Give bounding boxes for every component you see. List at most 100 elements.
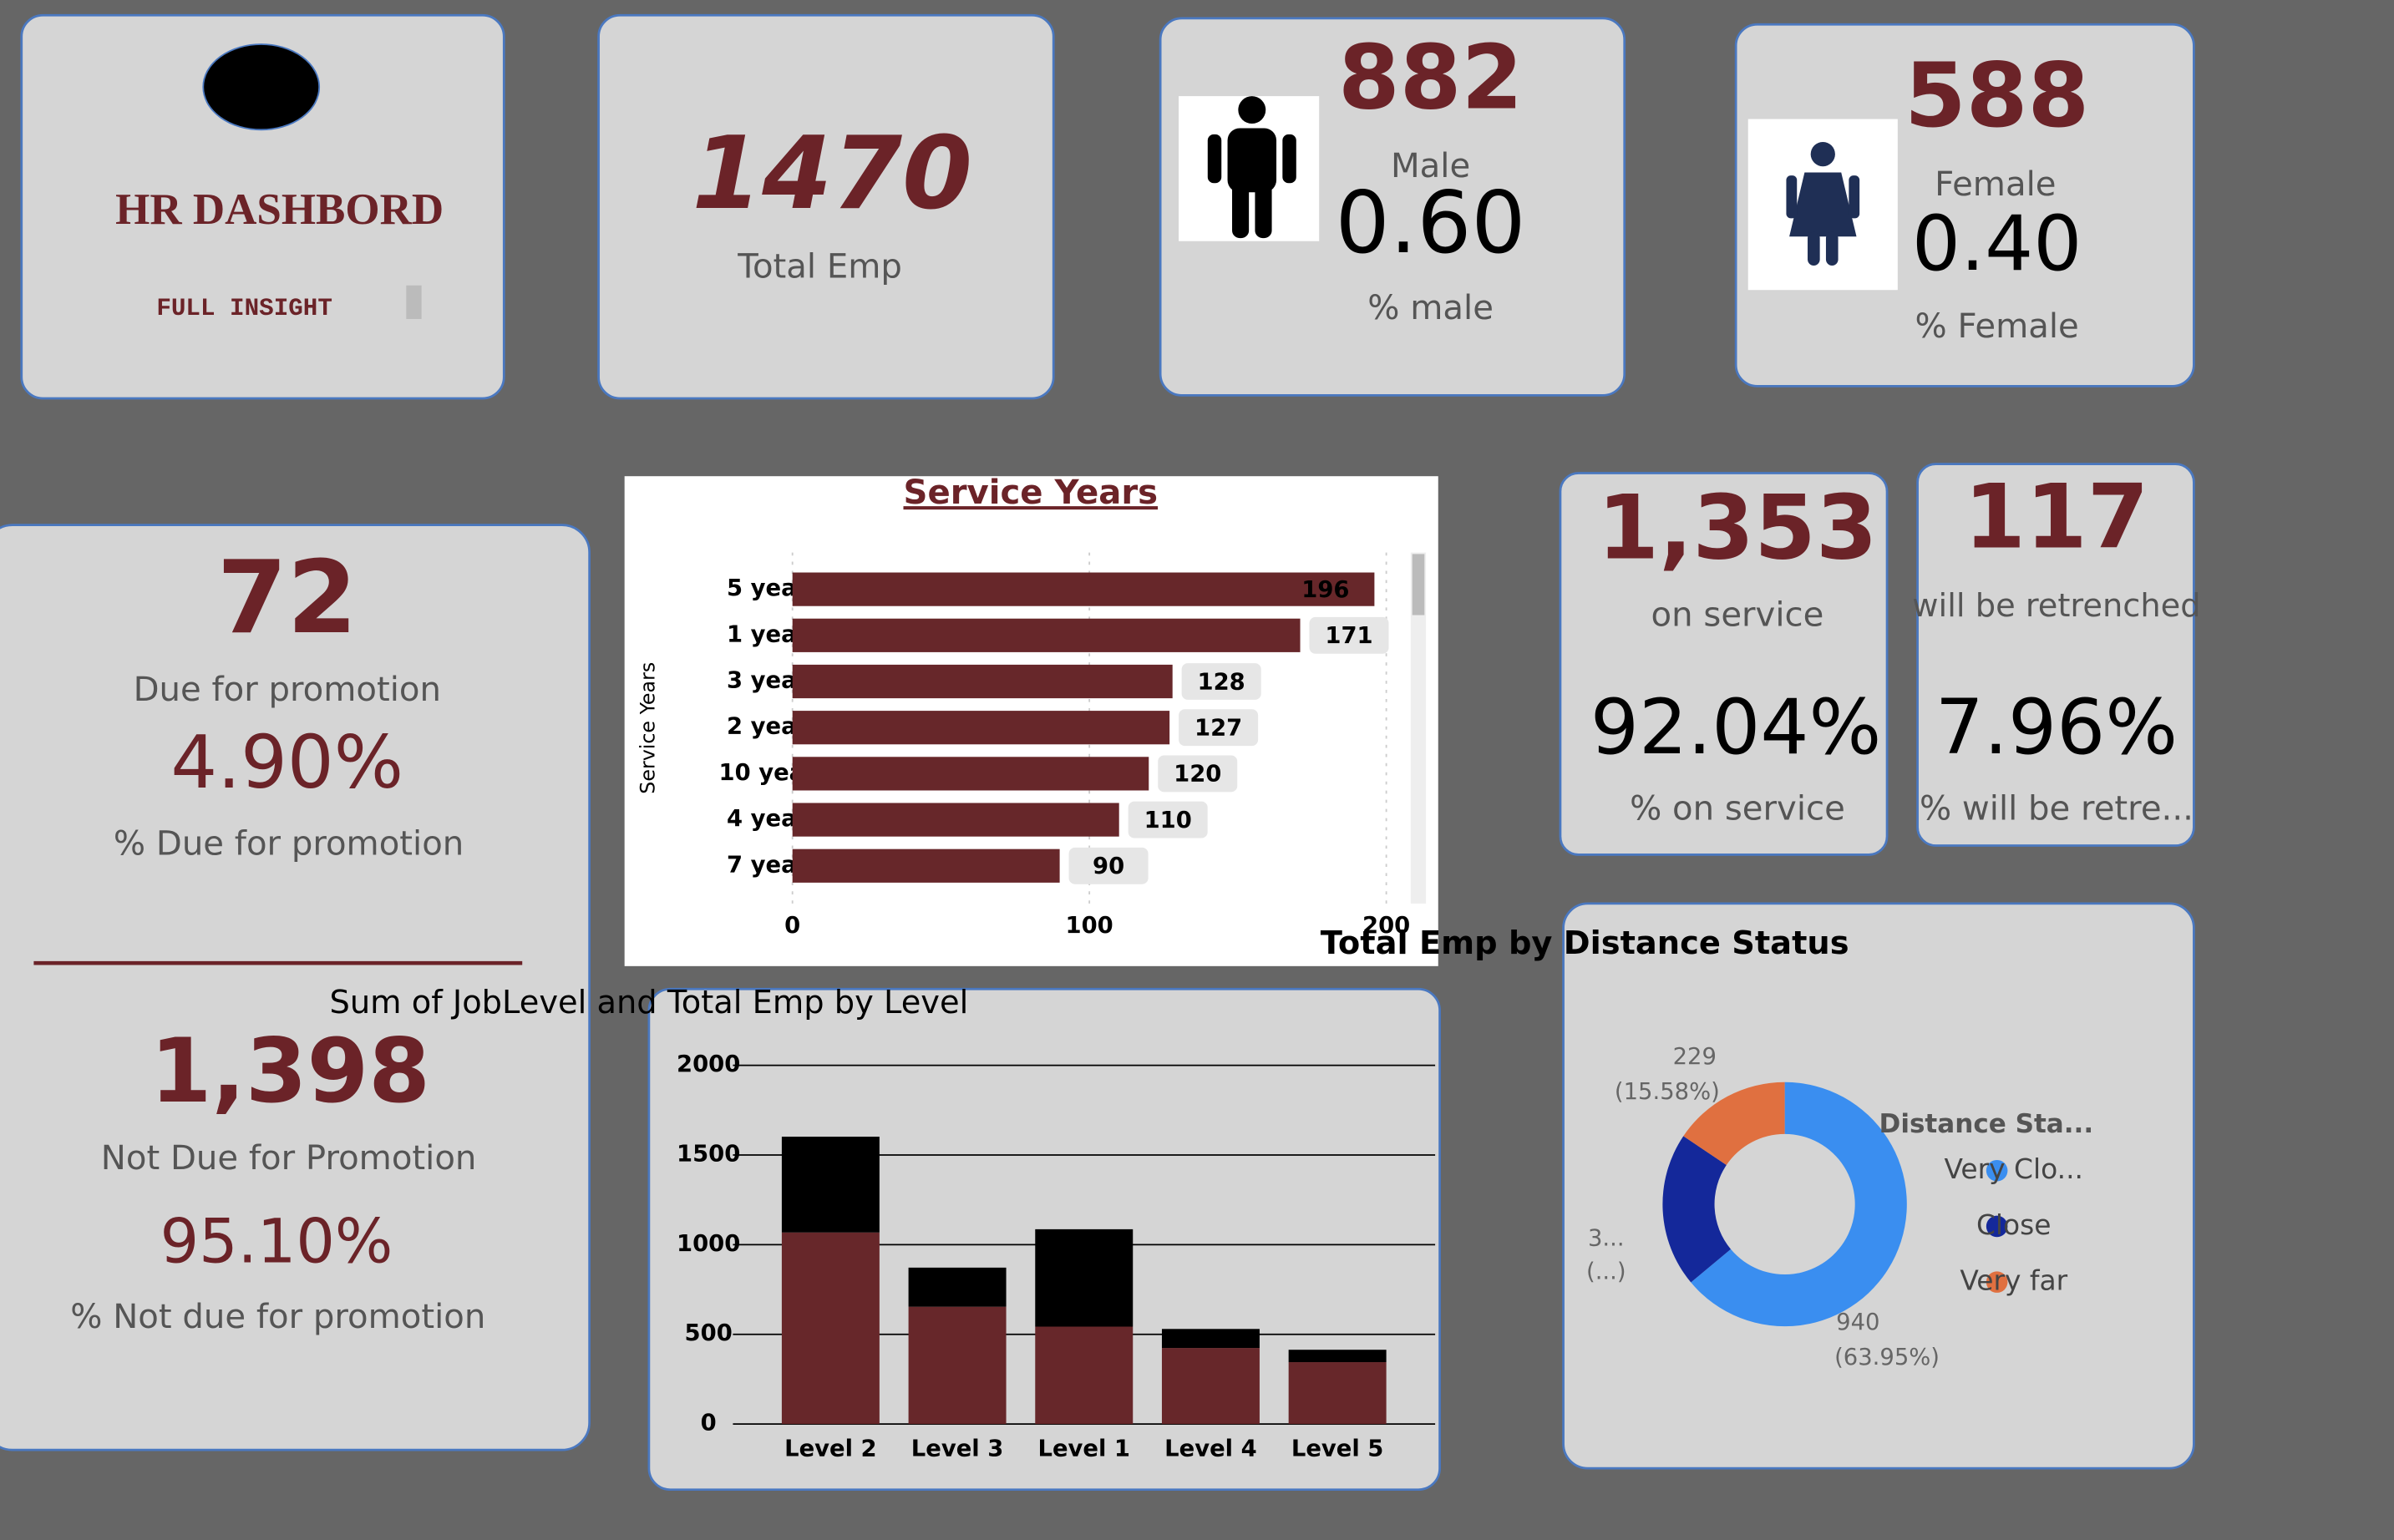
title: HR DASHBORD xyxy=(115,185,444,234)
data-label: 196 xyxy=(1301,577,1349,603)
y-tick-label: 1000 xyxy=(677,1231,740,1257)
chart-title: Total Emp by Distance Status xyxy=(1321,925,1849,962)
x-tick-label: Level 1 xyxy=(1038,1436,1131,1462)
bar xyxy=(792,711,1170,745)
label-bg xyxy=(1181,663,1261,700)
kpi-label: Female xyxy=(1935,165,2056,204)
card xyxy=(597,13,1055,400)
legend-swatch xyxy=(1986,1215,2008,1238)
kpi-label: Male xyxy=(1391,147,1470,185)
bar xyxy=(792,664,1173,699)
bar xyxy=(792,757,1149,791)
x-tick-label: Level 3 xyxy=(911,1436,1004,1462)
data-label: 229 xyxy=(1673,1044,1717,1070)
card xyxy=(1559,472,1889,856)
logo xyxy=(202,43,321,131)
bar-segment xyxy=(1035,1326,1134,1425)
chart-title: Service Years xyxy=(904,474,1159,512)
y-tick-label: 2000 xyxy=(677,1051,740,1077)
kpi-label: % Due for promotion xyxy=(114,824,464,863)
data-label: 940 xyxy=(1836,1310,1879,1335)
kpi-label: will be retrenched xyxy=(1912,587,2200,625)
scrollbar xyxy=(1410,552,1427,904)
male-icon xyxy=(1207,96,1296,239)
chart-title: Sum of JobLevel and Total Emp by Level xyxy=(330,984,969,1021)
subtitle: FULL INSIGHT xyxy=(156,295,332,322)
label-bg xyxy=(1068,847,1149,884)
legend-swatch xyxy=(1986,1159,2008,1182)
legend-swatch xyxy=(1986,1271,2008,1293)
bar-segment xyxy=(1161,1348,1260,1425)
kpi-pct: 4.90% xyxy=(170,720,403,805)
data-label: (63.95%) xyxy=(1834,1345,1940,1370)
data-label: 3... xyxy=(1588,1225,1625,1251)
card xyxy=(1916,463,2195,847)
card xyxy=(1734,23,2195,388)
bar xyxy=(792,572,1375,606)
x-tick-label: 100 xyxy=(1066,913,1113,939)
x-tick-label: Level 5 xyxy=(1291,1436,1384,1462)
label-bg xyxy=(1309,616,1389,654)
bar xyxy=(792,803,1119,837)
bar-segment xyxy=(908,1306,1007,1425)
data-label: 90 xyxy=(1093,854,1124,879)
kpi-pct: 95.10% xyxy=(160,1206,393,1277)
x-tick-label: 0 xyxy=(784,913,800,939)
kpi-value: 1470 xyxy=(692,115,972,232)
donut-slice xyxy=(1691,1082,1907,1327)
legend-title: Distance Sta... xyxy=(1879,1109,2094,1139)
kpi-label: Not Due for Promotion xyxy=(101,1139,477,1178)
kpi-ratio: 0.40 xyxy=(1912,199,2082,288)
x-tick-label: Level 2 xyxy=(784,1436,877,1462)
bar-segment xyxy=(1288,1350,1387,1363)
kpi-label: % Not due for promotion xyxy=(70,1298,485,1336)
legend-label: Very Clo... xyxy=(1944,1152,2083,1185)
legend-label: Very far xyxy=(1960,1264,2067,1297)
data-label: 128 xyxy=(1198,669,1245,695)
kpi-value: 1,398 xyxy=(150,1020,430,1122)
scroll-thumb xyxy=(1412,554,1425,615)
kpi-label: % on service xyxy=(1630,789,1845,828)
label-bg xyxy=(1179,709,1259,747)
kpi-label: % will be retre... xyxy=(1920,789,2194,828)
bar xyxy=(792,618,1301,652)
bar-segment xyxy=(1035,1228,1134,1327)
bar-segment xyxy=(781,1232,880,1425)
kpi-pct: 92.04% xyxy=(1590,682,1881,772)
female-icon xyxy=(1786,141,1860,266)
bar-segment xyxy=(1288,1362,1387,1425)
kpi-value: 72 xyxy=(217,540,358,656)
legend-label: Close xyxy=(1976,1208,2052,1241)
data-label: (...) xyxy=(1586,1259,1626,1285)
data-label: (15.58%) xyxy=(1615,1079,1720,1105)
label-bg xyxy=(1128,801,1208,838)
x-tick-label: 200 xyxy=(1362,913,1410,939)
axis-title: Service Years xyxy=(636,662,659,794)
card xyxy=(0,524,591,1451)
kpi-label: Due for promotion xyxy=(134,671,441,709)
kpi-label: Total Emp xyxy=(737,248,902,286)
bar-segment xyxy=(908,1267,1007,1307)
bar-segment xyxy=(1161,1329,1260,1349)
y-tick-label: 1500 xyxy=(677,1142,740,1168)
kpi-value: 882 xyxy=(1338,26,1523,129)
y-tick-label: 0 xyxy=(701,1411,717,1436)
bar xyxy=(792,849,1060,883)
kpi-value: 1,353 xyxy=(1597,476,1877,579)
donut-slice xyxy=(1662,1136,1732,1283)
kpi-ratio: 0.60 xyxy=(1336,174,1526,273)
data-label: 110 xyxy=(1144,808,1192,833)
data-label: 171 xyxy=(1325,623,1372,649)
kpi-label: % male xyxy=(1367,289,1494,327)
label-bg xyxy=(1158,755,1238,793)
data-label: 127 xyxy=(1194,716,1242,742)
x-tick-label: Level 4 xyxy=(1164,1436,1257,1462)
y-tick-label: 500 xyxy=(685,1320,733,1346)
card xyxy=(20,13,505,400)
cursor xyxy=(406,285,422,319)
kpi-label: % Female xyxy=(1915,307,2078,346)
donut-slice xyxy=(1683,1082,1785,1166)
kpi-value: 588 xyxy=(1905,44,2089,147)
